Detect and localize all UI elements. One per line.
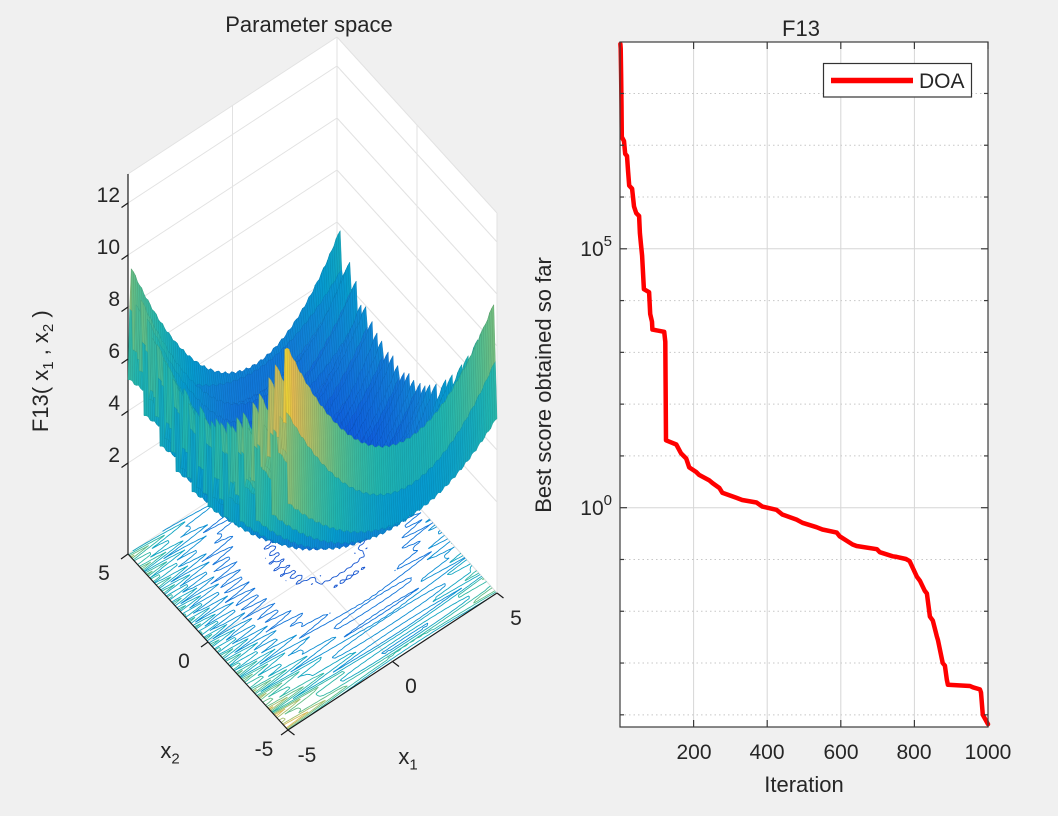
legend-label: DOA: [919, 70, 965, 93]
y-tick-base: 10: [580, 238, 603, 261]
surface-plot-panel: Parameter space F13( x1 , x2 ) 2 4 6 8 1…: [0, 0, 529, 811]
axes-border: [619, 41, 989, 728]
x1-axis-label: x1: [378, 746, 438, 776]
x-tick-label: 200: [676, 741, 711, 764]
x2-axis-label: x2: [140, 740, 200, 770]
x1-label-sub: 1: [409, 756, 418, 774]
x2-label-base: x: [160, 738, 172, 763]
x1-tick-label: -5: [297, 744, 317, 767]
z-tick-label: 10: [96, 236, 120, 259]
surface-plot-canvas: [0, 0, 529, 811]
z-tick-label: 6: [108, 340, 120, 363]
y-tick-label: 100: [580, 492, 612, 520]
convergence-plot: F13 Iteration Best score obtained so far…: [531, 16, 1012, 797]
z-label-text: F13( x: [27, 369, 53, 433]
x2-label-sub: 2: [171, 750, 180, 768]
x1-tick-label: 5: [510, 607, 522, 630]
tick-layer: [620, 42, 989, 727]
curve-layer: [618, 42, 991, 727]
z-label-sub1: 1: [40, 361, 58, 370]
left-plot-title: Parameter space: [225, 12, 393, 37]
z-tick-label: 12: [96, 184, 120, 207]
y-tick-base: 10: [580, 497, 603, 520]
z-axis-label: F13( x1 , x2 ): [27, 241, 60, 501]
x-tick-label: 600: [823, 741, 858, 764]
plot-background: [620, 42, 988, 727]
x2-tick-label: 0: [178, 650, 190, 673]
x2-tick-label: 5: [98, 562, 110, 585]
y-tick-exp: 5: [604, 233, 612, 250]
x-tick-label: 1000: [965, 741, 1012, 764]
x-axis-label: Iteration: [764, 772, 844, 797]
x2-tick-label: -5: [254, 738, 274, 761]
x-tick-label: 800: [896, 741, 931, 764]
x1-label-base: x: [398, 744, 410, 769]
right-plot-title: F13: [782, 16, 820, 41]
x-tick-label: 400: [749, 741, 784, 764]
x1-tick-label: 0: [405, 675, 417, 698]
z-label-mid: , x: [27, 332, 53, 362]
y-tick-exp: 0: [604, 492, 612, 509]
z-label-sub2: 2: [40, 323, 58, 333]
z-tick-label: 4: [108, 392, 120, 415]
z-label-end: ): [27, 310, 53, 324]
legend: DOA: [822, 62, 973, 98]
y-tick-label: 105: [580, 233, 612, 261]
convergence-plot-panel: F13 Iteration Best score obtained so far…: [529, 0, 1058, 811]
y-axis-label: Best score obtained so far: [531, 257, 556, 513]
convergence-curve-doa: [618, 42, 991, 727]
z-tick-label: 8: [108, 288, 120, 311]
grid-layer: [620, 42, 988, 727]
z-tick-label: 2: [108, 444, 120, 467]
